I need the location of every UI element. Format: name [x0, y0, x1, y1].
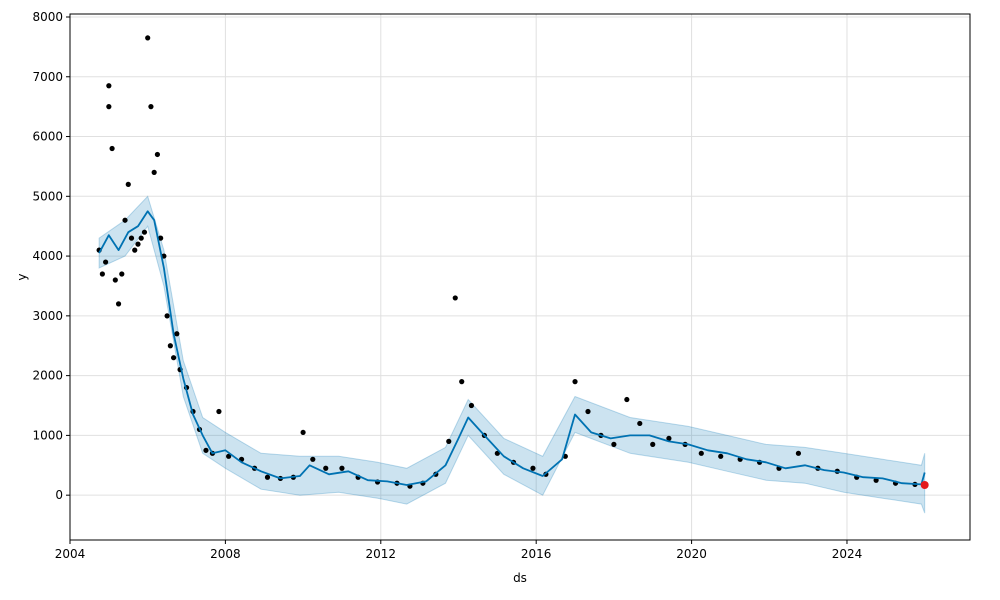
observed-point — [446, 438, 452, 444]
observed-point — [148, 104, 154, 110]
observed-point — [530, 465, 536, 471]
y-tick-label: 2000 — [32, 369, 63, 383]
observed-point — [795, 450, 802, 456]
observed-point — [135, 241, 141, 247]
observed-point — [203, 447, 209, 453]
observed-point — [145, 35, 151, 41]
observed-point — [170, 355, 177, 361]
observed-point — [106, 104, 112, 110]
observed-point — [718, 453, 724, 459]
y-tick-label: 0 — [55, 488, 63, 502]
observed-point — [174, 331, 180, 337]
observed-point — [103, 259, 109, 265]
highlight-point — [920, 481, 929, 490]
observed-point — [115, 301, 122, 307]
highlight-points — [920, 481, 929, 490]
forecast-line-group — [98, 210, 926, 486]
observed-point — [624, 396, 630, 403]
y-axis-label: y — [15, 273, 29, 280]
observed-point — [122, 217, 128, 223]
x-tick-label: 2012 — [366, 547, 397, 561]
observed-point — [99, 271, 105, 277]
y-tick-label: 1000 — [32, 428, 63, 442]
observed-point — [323, 465, 329, 471]
observed-point — [119, 271, 125, 277]
observed-point — [459, 379, 465, 385]
y-tick-label: 4000 — [32, 249, 63, 263]
observed-point — [158, 235, 164, 241]
y-tick-label: 5000 — [32, 189, 63, 203]
x-tick-label: 2020 — [676, 547, 707, 561]
observed-point — [106, 83, 112, 89]
observed-point — [264, 474, 271, 480]
observed-points — [96, 35, 918, 489]
observed-point — [452, 295, 458, 301]
observed-point — [138, 235, 144, 241]
observed-point — [339, 465, 345, 471]
y-axis-ticks: 0 1000 2000 3000 4000 5000 6000 7000 8000 — [32, 10, 70, 502]
y-tick-label: 6000 — [32, 130, 63, 144]
forecast-line — [98, 210, 926, 486]
observed-point — [468, 402, 475, 409]
observed-point — [637, 420, 643, 427]
grid — [69, 14, 970, 540]
observed-point — [698, 450, 704, 456]
observed-point — [125, 181, 131, 187]
observed-point — [141, 229, 148, 235]
observed-point — [300, 429, 306, 436]
observed-point — [151, 169, 157, 175]
uncertainty-band — [98, 195, 926, 514]
y-tick-label: 8000 — [32, 10, 63, 24]
x-axis-label: ds — [513, 571, 527, 585]
x-tick-label: 2024 — [832, 547, 863, 561]
plot-frame — [69, 13, 971, 541]
observed-point — [226, 453, 232, 459]
observed-point — [310, 456, 316, 462]
observed-point — [572, 379, 578, 385]
observed-point — [216, 408, 222, 415]
observed-point — [666, 435, 672, 441]
observed-point — [128, 235, 135, 241]
observed-point — [112, 277, 118, 283]
x-axis-ticks: 2004 2008 2012 2016 2020 2024 — [55, 540, 863, 561]
observed-point — [164, 313, 170, 319]
y-tick-label: 7000 — [32, 70, 63, 84]
observed-point — [132, 247, 138, 253]
observed-point — [154, 151, 161, 158]
observed-point — [650, 441, 656, 447]
observed-point — [585, 408, 591, 415]
observed-point — [167, 343, 173, 349]
uncertainty-band-area — [98, 195, 926, 514]
observed-point — [611, 441, 617, 447]
x-tick-label: 2004 — [55, 547, 86, 561]
y-tick-label: 3000 — [32, 309, 63, 323]
observed-point — [109, 145, 115, 152]
x-tick-label: 2016 — [521, 547, 552, 561]
x-tick-label: 2008 — [210, 547, 241, 561]
